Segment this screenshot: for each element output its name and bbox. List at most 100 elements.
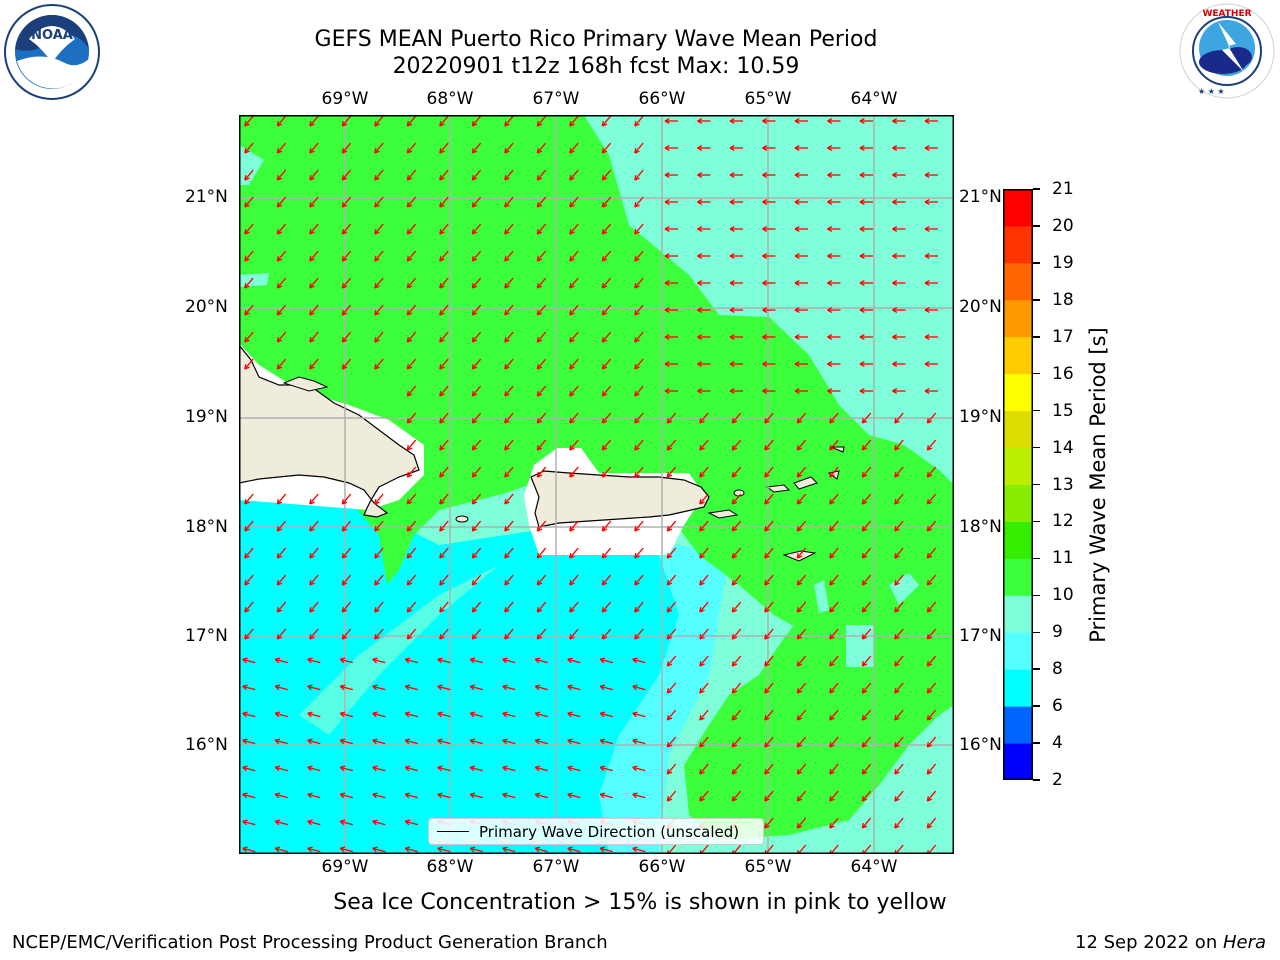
- wave-direction-arrowhead: [601, 174, 604, 181]
- wave-direction-arrowhead: [276, 633, 279, 640]
- colorbar-segment: [1003, 521, 1033, 559]
- wave-direction-arrowhead: [569, 285, 575, 289]
- wave-direction-arrowhead: [567, 712, 572, 718]
- colorbar-segment: [1003, 595, 1033, 633]
- wave-direction-arrowhead: [762, 147, 768, 151]
- wave-direction-arrowhead: [502, 738, 508, 741]
- wave-direction-arrow: [439, 601, 449, 613]
- wave-direction-arrowhead: [504, 582, 510, 586]
- wave-direction-arrowhead: [439, 417, 442, 424]
- wave-direction-arrow: [536, 304, 547, 316]
- wave-direction-arrowhead: [827, 201, 833, 205]
- wave-direction-arrowhead: [796, 822, 799, 829]
- wave-direction-arrowhead: [504, 174, 507, 181]
- wave-direction-arrowhead: [567, 739, 572, 745]
- colorbar-tick-mark: [1033, 299, 1040, 301]
- wave-direction-arrow: [406, 466, 417, 478]
- wave-direction-arrowhead: [536, 579, 539, 586]
- wave-direction-arrowhead: [242, 793, 247, 799]
- wave-direction-arrow: [504, 169, 514, 181]
- colorbar-tick-label: 17: [1052, 326, 1074, 347]
- wave-direction-arrowhead: [667, 717, 673, 721]
- wave-direction-arrowhead: [404, 793, 410, 799]
- wave-direction-arrowhead: [664, 120, 670, 124]
- wave-direction-arrowhead: [340, 738, 346, 741]
- wave-direction-arrowhead: [406, 525, 409, 532]
- wave-direction-arrowhead: [342, 258, 348, 262]
- wave-direction-arrowhead: [634, 363, 637, 370]
- wave-direction-arrowhead: [764, 771, 770, 775]
- wave-direction-arrowhead: [309, 633, 312, 640]
- wave-direction-arrowhead: [536, 606, 539, 613]
- wave-direction-arrowhead: [731, 444, 734, 451]
- wave-direction-arrowhead: [404, 712, 410, 718]
- wave-direction-arrowhead: [892, 120, 898, 124]
- wave-direction-arrowhead: [504, 201, 507, 208]
- wave-direction-arrowhead: [276, 525, 279, 532]
- wave-direction-arrowhead: [372, 684, 378, 687]
- wave-direction-arrowhead: [827, 361, 833, 365]
- wave-direction-arrowhead: [374, 339, 380, 343]
- wave-direction-arrowhead: [796, 606, 799, 613]
- wave-direction-arrowhead: [697, 361, 703, 365]
- wave-direction-arrowhead: [666, 444, 669, 451]
- wave-direction-arrowhead: [699, 420, 705, 424]
- wave-direction-arrowhead: [764, 447, 770, 451]
- wave-direction-arrow: [470, 685, 483, 691]
- wave-direction-arrow: [244, 304, 254, 316]
- wave-direction-arrowhead: [406, 336, 409, 343]
- wave-direction-arrow: [796, 709, 807, 721]
- wave-direction-arrowhead: [634, 120, 637, 127]
- wave-direction-arrowhead: [829, 768, 832, 775]
- wave-direction-arrowhead: [407, 393, 413, 397]
- wave-direction-arrowhead: [924, 255, 930, 259]
- wave-direction-arrowhead: [567, 846, 573, 849]
- wave-direction-arrowhead: [405, 765, 411, 768]
- wave-direction-arrowhead: [699, 552, 702, 559]
- wave-direction-arrowhead: [699, 717, 705, 721]
- wave-direction-arrowhead: [764, 714, 767, 721]
- wave-direction-arrowhead: [504, 633, 507, 640]
- wave-direction-arrowhead: [732, 690, 738, 694]
- wave-direction-arrowhead: [862, 690, 868, 694]
- wave-direction-arrowhead: [926, 768, 929, 775]
- wave-direction-arrowhead: [277, 339, 283, 343]
- wave-direction-arrowhead: [926, 417, 929, 424]
- wave-direction-arrow: [731, 628, 742, 640]
- wave-direction-arrowhead: [242, 792, 248, 795]
- wave-direction-arrowhead: [342, 636, 348, 640]
- wave-direction-arrowhead: [569, 447, 575, 451]
- wave-direction-arrow: [504, 358, 514, 370]
- wave-direction-arrowhead: [924, 226, 930, 230]
- wave-direction-arrow: [340, 820, 353, 826]
- wave-direction-arrowhead: [794, 118, 800, 122]
- wave-direction-arrow: [502, 847, 516, 853]
- wave-direction-arrowhead: [307, 793, 312, 799]
- wave-direction-arrowhead: [829, 744, 835, 748]
- wave-direction-arrowhead: [634, 204, 640, 208]
- wave-direction-arrowhead: [407, 636, 413, 640]
- colorbar-tick-mark: [1033, 594, 1040, 597]
- wave-direction-arrow: [276, 520, 287, 532]
- wave-direction-arrowhead: [339, 793, 345, 799]
- wave-direction-arrow: [536, 520, 547, 532]
- wave-direction-arrowhead: [666, 714, 669, 721]
- wave-direction-arrowhead: [927, 447, 933, 451]
- wave-direction-arrowhead: [797, 798, 803, 802]
- wave-direction-arrowhead: [600, 792, 606, 795]
- wave-direction-arrowhead: [374, 312, 380, 316]
- wave-direction-arrowhead: [405, 792, 411, 795]
- wave-direction-arrow: [666, 790, 677, 802]
- wave-direction-arrowhead: [437, 711, 443, 714]
- wave-direction-arrow: [634, 520, 644, 532]
- wave-direction-arrow: [796, 763, 807, 775]
- wave-direction-arrow: [731, 601, 742, 613]
- wave-direction-arrowhead: [244, 231, 250, 235]
- wave-direction-arrowhead: [275, 819, 281, 822]
- wave-direction-arrowhead: [372, 846, 378, 849]
- wave-direction-arrow: [437, 685, 451, 691]
- wave-direction-arrowhead: [374, 309, 377, 316]
- wave-direction-arrowhead: [406, 471, 409, 478]
- wave-direction-arrowhead: [276, 336, 279, 343]
- wave-direction-arrow: [504, 547, 514, 559]
